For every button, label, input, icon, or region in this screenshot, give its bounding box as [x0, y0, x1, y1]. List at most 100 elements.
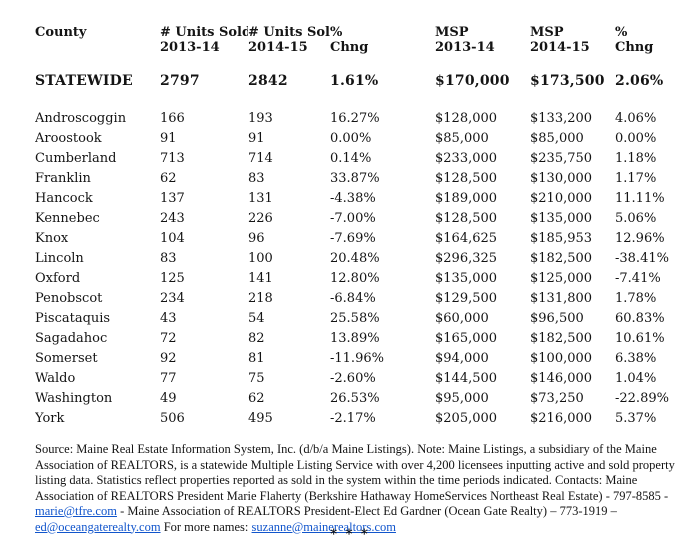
pct-chng-msp-cell: 5.06% [615, 211, 657, 226]
table-row: Oxford 125 141 12.80% $135,000 $125,000 -7.41% [35, 269, 680, 289]
county-name-cell: Waldo [35, 371, 76, 386]
msp-2013-14-cell: $128,500 [435, 171, 498, 186]
pct-chng-units-cell: 25.58% [330, 311, 380, 326]
pct-chng-msp-cell: 1.78% [615, 291, 657, 306]
pct-chng-msp-cell: 5.37% [615, 411, 657, 426]
msp-2013-14-cell: $85,000 [435, 131, 489, 146]
pct-chng-units-cell: -7.69% [330, 231, 376, 246]
county-name-cell: Piscataquis [35, 311, 111, 326]
email-link[interactable]: marie@tfre.com [35, 504, 117, 518]
county-name-cell: Oxford [35, 271, 81, 286]
table-row: York 506 495 -2.17% $205,000 $216,000 5.37% [35, 409, 680, 429]
units-2013-14-cell: 243 [160, 211, 185, 226]
county-name-cell: Kennebec [35, 211, 100, 226]
county-name-cell: Franklin [35, 171, 91, 186]
msp-2013-14-cell: $60,000 [435, 311, 489, 326]
units-2014-15-cell: 54 [248, 311, 265, 326]
units-2014-15-cell: 62 [248, 391, 265, 406]
county-name-cell: York [35, 411, 65, 426]
county-name-cell: Lincoln [35, 251, 84, 266]
spacer-row [35, 55, 680, 72]
county-name-cell: Washington [35, 391, 113, 406]
msp-2014-15-cell: $216,000 [530, 411, 593, 426]
statewide-units-2014-15-cell: 2842 [248, 73, 288, 89]
units-2013-14-cell: 72 [160, 331, 177, 346]
units-2014-15-cell: 83 [248, 171, 265, 186]
units-2014-15-cell: 100 [248, 251, 273, 266]
pct-chng-msp-cell: 10.61% [615, 331, 665, 346]
pct-chng-msp-cell: 4.06% [615, 111, 657, 126]
pct-chng-msp-cell: 12.96% [615, 231, 665, 246]
column-header-pct-chng-msp: % Chng [615, 25, 680, 55]
pct-chng-msp-cell: 60.83% [615, 311, 665, 326]
statewide-msp-2014-15-cell: $173,500 [530, 73, 605, 89]
footnote: Source: Maine Real Estate Information Sy… [35, 442, 678, 535]
msp-2013-14-cell: $233,000 [435, 151, 498, 166]
table-row: Franklin 62 83 33.87% $128,500 $130,000 1.17% [35, 169, 680, 189]
msp-2014-15-cell: $73,250 [530, 391, 584, 406]
county-name-cell: Aroostook [35, 131, 102, 146]
table-row: Washington 49 62 26.53% $95,000 $73,250 -22.89… [35, 389, 680, 409]
msp-2013-14-cell: $189,000 [435, 191, 498, 206]
msp-2013-14-cell: $128,500 [435, 211, 498, 226]
county-name-cell: Penobscot [35, 291, 103, 306]
column-header-line2: Chng [615, 40, 654, 55]
column-header-line2: Chng [330, 40, 369, 55]
units-2014-15-cell: 75 [248, 371, 265, 386]
email-link[interactable]: suzanne@mainerealtors.com [251, 519, 396, 534]
msp-2014-15-cell: $182,500 [530, 331, 593, 346]
pct-chng-units-cell: 16.27% [330, 111, 380, 126]
column-header-msp-2013-14: MSP 2013-14 [435, 25, 530, 55]
county-name-cell: Hancock [35, 191, 93, 206]
units-2013-14-cell: 77 [160, 371, 177, 386]
column-header-line1: # Units Sold [160, 25, 248, 40]
pct-chng-units-cell: 26.53% [330, 391, 380, 406]
footnote-text: Source: Maine Real Estate Information Sy… [35, 442, 675, 503]
msp-2014-15-cell: $125,000 [530, 271, 593, 286]
column-header-line1: # Units Sold [248, 25, 330, 40]
statewide-pct-chng-msp-cell: 2.06% [615, 73, 664, 89]
msp-2013-14-cell: $95,000 [435, 391, 489, 406]
units-2013-14-cell: 234 [160, 291, 185, 306]
msp-2013-14-cell: $94,000 [435, 351, 489, 366]
pct-chng-units-cell: -2.17% [330, 411, 376, 426]
msp-2014-15-cell: $135,000 [530, 211, 593, 226]
column-header-pct-chng-units: % Chng [330, 25, 435, 55]
county-name-cell: Cumberland [35, 151, 117, 166]
county-name-cell: Androscoggin [35, 111, 127, 126]
table-header-row: County # Units Sold 2013-14 # Units Sold… [35, 25, 680, 55]
column-header-line1: MSP [530, 25, 564, 40]
msp-2014-15-cell: $85,000 [530, 131, 584, 146]
table-body: STATEWIDE 2797 2842 1.61% $170,000 $173,… [35, 55, 680, 429]
column-header-line2: 2013-14 [435, 40, 495, 55]
msp-2013-14-cell: $164,625 [435, 231, 498, 246]
msp-2014-15-cell: $131,800 [530, 291, 593, 306]
footnote-text: For more names: [160, 519, 252, 534]
statewide-label-cell: STATEWIDE [35, 73, 133, 89]
statewide-units-2013-14-cell: 2797 [160, 73, 200, 89]
email-link[interactable]: ed@oceangaterealty.com [35, 519, 161, 534]
units-2014-15-cell: 82 [248, 331, 265, 346]
table-row: Androscoggin 166 193 16.27% $128,000 $133,200… [35, 109, 680, 129]
msp-2014-15-cell: $146,000 [530, 371, 593, 386]
units-2013-14-cell: 166 [160, 111, 185, 126]
units-2014-15-cell: 81 [248, 351, 265, 366]
pct-chng-units-cell: -2.60% [330, 371, 376, 386]
units-2014-15-cell: 714 [248, 151, 273, 166]
msp-2013-14-cell: $205,000 [435, 411, 498, 426]
county-name-cell: Knox [35, 231, 69, 246]
units-2013-14-cell: 62 [160, 171, 177, 186]
column-header-line2: 2014-15 [530, 40, 590, 55]
table-row: Waldo 77 75 -2.60% $144,500 $146,000 1.04% [35, 369, 680, 389]
column-header-line1: County [35, 25, 87, 40]
pct-chng-units-cell: -6.84% [330, 291, 376, 306]
units-2014-15-cell: 226 [248, 211, 273, 226]
units-2014-15-cell: 495 [248, 411, 273, 426]
column-header-line1: MSP [435, 25, 469, 40]
msp-2014-15-cell: $210,000 [530, 191, 593, 206]
pct-chng-units-cell: 12.80% [330, 271, 380, 286]
units-2013-14-cell: 713 [160, 151, 185, 166]
units-2014-15-cell: 193 [248, 111, 273, 126]
pct-chng-units-cell: -11.96% [330, 351, 384, 366]
